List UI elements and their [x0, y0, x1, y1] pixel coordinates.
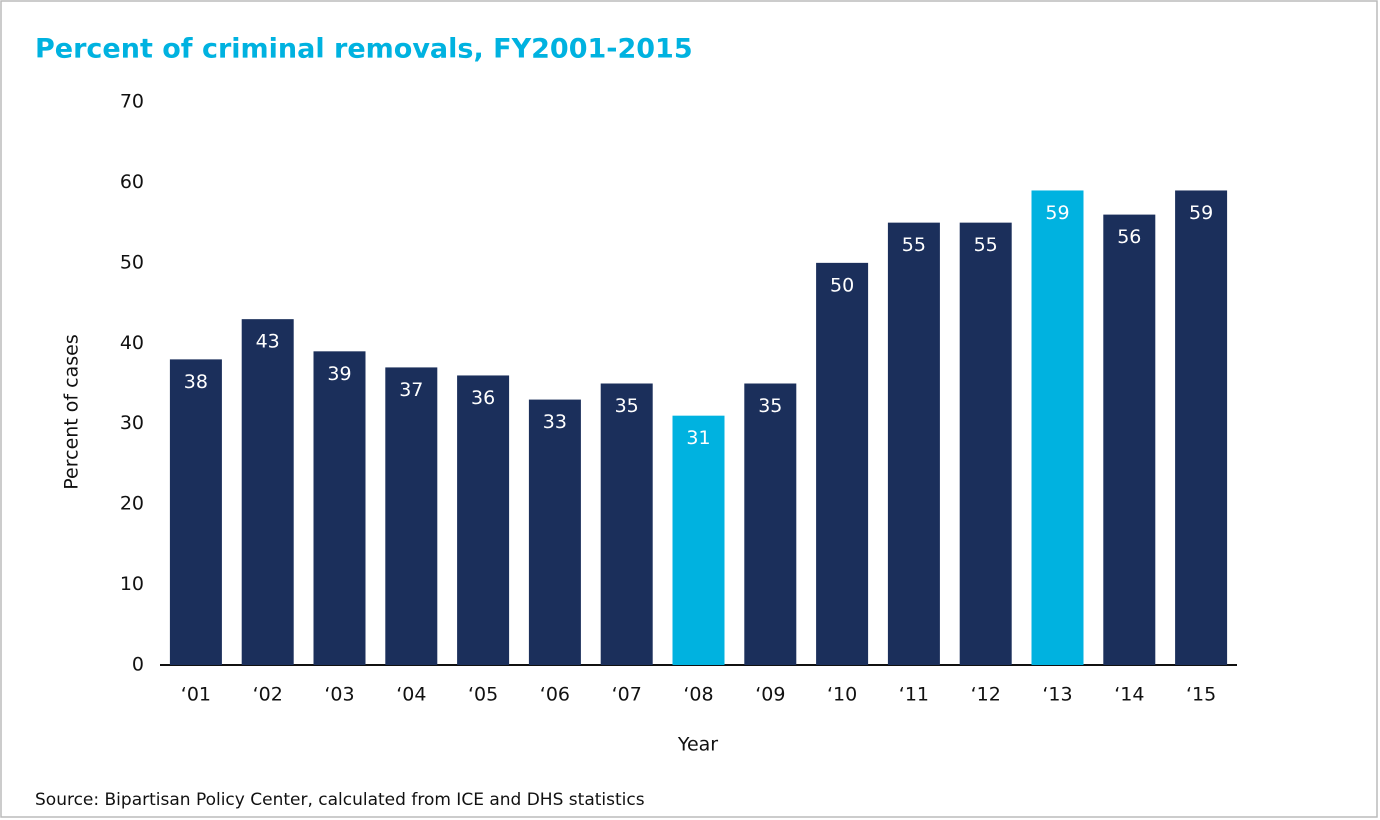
- y-tick-label: 10: [120, 573, 144, 595]
- data-label: 59: [1189, 202, 1213, 224]
- bar: [600, 383, 653, 665]
- y-axis-label: Percent of cases: [61, 334, 83, 489]
- data-label: 55: [974, 234, 998, 256]
- x-tick-label: ‘07: [612, 684, 642, 706]
- bar: [816, 262, 869, 665]
- x-tick-label: ‘09: [755, 684, 785, 706]
- data-label: 55: [902, 234, 926, 256]
- data-label: 37: [399, 379, 423, 401]
- x-tick-label: ‘15: [1186, 684, 1216, 706]
- bar: [1175, 190, 1228, 665]
- x-tick-label: ‘06: [540, 684, 570, 706]
- y-tick-label: 30: [120, 412, 144, 434]
- bar: [1031, 190, 1084, 665]
- y-tick-label: 70: [120, 91, 144, 113]
- x-tick-label: ‘10: [827, 684, 857, 706]
- bar: [169, 359, 222, 665]
- x-tick-label: ‘11: [899, 684, 929, 706]
- x-tick-label: ‘02: [253, 684, 283, 706]
- bar: [457, 375, 510, 665]
- y-tick-label: 60: [120, 171, 144, 193]
- data-label: 33: [543, 411, 567, 433]
- data-label: 43: [256, 331, 280, 353]
- x-tick-label: ‘03: [324, 684, 354, 706]
- data-label: 38: [184, 371, 208, 393]
- x-tick-label: ‘08: [683, 684, 713, 706]
- x-tick-label: ‘12: [971, 684, 1001, 706]
- data-label: 31: [686, 427, 710, 449]
- data-label: 35: [615, 395, 639, 417]
- chart-title: Percent of criminal removals, FY2001-201…: [35, 34, 693, 65]
- x-tick-label: ‘05: [468, 684, 498, 706]
- data-label: 56: [1117, 226, 1141, 248]
- data-label: 50: [830, 274, 854, 296]
- data-label: 59: [1045, 202, 1069, 224]
- y-tick-label: 20: [120, 493, 144, 515]
- bar: [385, 367, 438, 665]
- bar: [241, 319, 294, 665]
- data-label: 35: [758, 395, 782, 417]
- bar: [528, 399, 581, 665]
- x-tick-label: ‘14: [1114, 684, 1144, 706]
- x-axis-label: Year: [677, 734, 718, 756]
- source: Source: Bipartisan Policy Center, calcul…: [35, 790, 645, 810]
- bar: [313, 351, 366, 665]
- bar: [959, 222, 1012, 665]
- x-tick-label: ‘04: [396, 684, 426, 706]
- x-tick-label: ‘13: [1042, 684, 1072, 706]
- bar: [744, 383, 797, 665]
- y-tick-label: 40: [120, 332, 144, 354]
- y-tick-label: 0: [132, 654, 144, 676]
- data-label: 36: [471, 387, 495, 409]
- x-tick-label: ‘01: [181, 684, 211, 706]
- bar: [887, 222, 940, 665]
- bar: [1103, 214, 1156, 665]
- y-tick-label: 50: [120, 251, 144, 273]
- data-label: 39: [327, 363, 351, 385]
- bar: [672, 415, 725, 665]
